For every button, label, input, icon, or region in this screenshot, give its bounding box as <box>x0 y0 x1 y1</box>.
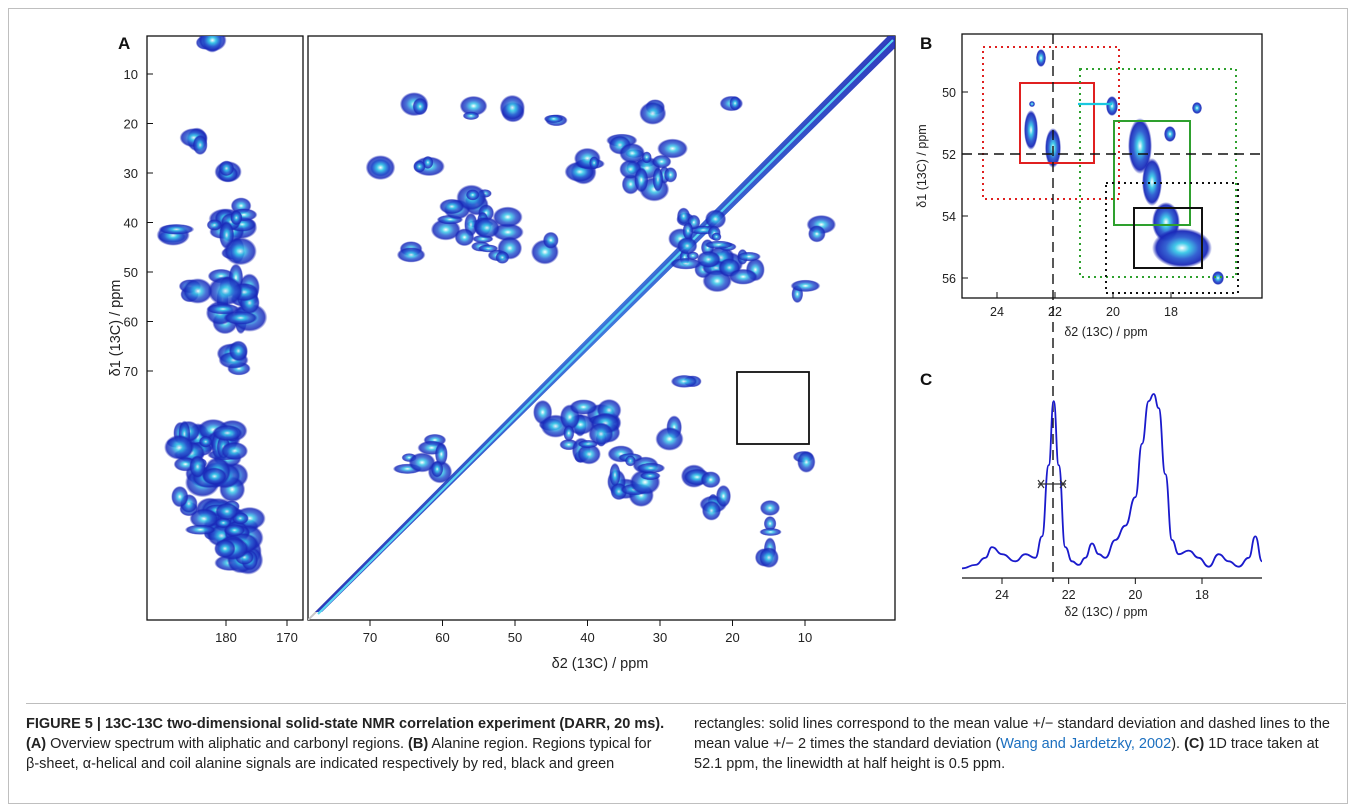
panel-c-x-axis-label: δ2 (13C) / ppm <box>1064 605 1147 619</box>
b-peak <box>1192 102 1202 114</box>
c-x-tick-label: 24 <box>995 588 1009 602</box>
b-peak <box>1164 126 1176 142</box>
carbonyl-x-tick-label: 170 <box>276 630 298 645</box>
aliphatic-x-tick-label: 60 <box>435 630 449 645</box>
linewidth-marker <box>1037 479 1067 489</box>
figure-caption-right: rectangles: solid lines correspond to th… <box>694 716 1330 772</box>
b-y-tick-label: 54 <box>942 210 956 224</box>
coil-1sd-box <box>1113 120 1191 226</box>
a-y-tick-label: 70 <box>124 364 138 379</box>
1d-trace-line <box>961 393 1263 570</box>
aliphatic-x-tick-label: 40 <box>580 630 594 645</box>
figure-caption-left: FIGURE 5 | 13C-13C two-dimensional solid… <box>26 714 666 774</box>
a-y-tick-label: 20 <box>124 117 138 132</box>
b-x-tick-label: 24 <box>990 305 1004 319</box>
beta-sheet-2sd-box <box>982 46 1120 200</box>
b-peak <box>1029 101 1035 107</box>
b-y-tick-label: 56 <box>942 272 956 286</box>
caption-after-citation: ). <box>1171 736 1181 752</box>
aliphatic-x-tick-label: 50 <box>508 630 522 645</box>
aliphatic-x-tick-label: 70 <box>363 630 377 645</box>
aliphatic-x-tick-label: 30 <box>653 630 667 645</box>
panel-a-label: A <box>118 34 131 53</box>
b-peak <box>1106 96 1118 116</box>
b-x-tick-label: 20 <box>1106 305 1120 319</box>
caption-label-c: (C) <box>1184 736 1205 752</box>
b-peak <box>1212 271 1224 285</box>
figure-frame <box>8 8 1348 804</box>
caption-label-b: (B) <box>408 736 429 752</box>
caption-text-b-cont: rectangles: solid lines correspond to th… <box>694 716 1330 752</box>
a-y-tick-label: 40 <box>124 216 138 231</box>
a-y-tick-label: 10 <box>124 67 138 82</box>
caption-label-a: (A) <box>26 736 47 752</box>
caption-citation-link[interactable]: Wang and Jardetzky, 2002 <box>1000 736 1172 752</box>
beta-sheet-1sd-box <box>1019 82 1095 164</box>
c-x-tick-label: 22 <box>1062 588 1076 602</box>
b-x-tick-label: 18 <box>1164 305 1178 319</box>
alanine-region-box <box>736 371 810 445</box>
b-y-tick-label: 52 <box>942 148 956 162</box>
panel-a-y-axis-label: δ1 (13C) / ppm <box>108 280 124 377</box>
panel-c-1d-trace: 24 22 20 18 δ2 (13C) / ppm <box>961 393 1263 619</box>
caption-text-b: Alanine region. Regions typical for β-sh… <box>26 736 652 772</box>
caption-text-c: 1D trace taken at 52.1 ppm, the linewidt… <box>694 736 1319 772</box>
alpha-helix-1sd-box <box>1133 207 1203 269</box>
a-y-tick-label: 30 <box>124 166 138 181</box>
c-x-tick-label: 18 <box>1195 588 1209 602</box>
alpha-helix-2sd-box <box>1105 182 1239 294</box>
caption-title: FIGURE 5 | 13C-13C two-dimensional solid… <box>26 716 665 732</box>
c-x-tick-label: 20 <box>1128 588 1142 602</box>
caption-text-a: Overview spectrum with aliphatic and car… <box>50 736 404 752</box>
b-peak <box>1142 158 1162 206</box>
a-y-tick-label: 50 <box>124 265 138 280</box>
coil-2sd-box <box>1079 68 1237 278</box>
carbonyl-x-tick-label: 180 <box>215 630 237 645</box>
caption-divider <box>26 703 1346 704</box>
panel-b-alanine-region: 50 52 54 56 24 22 20 18 δ1 (13C) / ppm δ2 (13C… <box>915 33 1263 339</box>
b-peak <box>1152 228 1212 268</box>
b-peak <box>1036 49 1046 67</box>
panel-b-x-axis-label: δ2 (13C) / ppm <box>1064 325 1147 339</box>
aliphatic-plot-frame <box>307 35 896 621</box>
b-y-tick-label: 50 <box>942 86 956 100</box>
aliphatic-x-tick-label: 10 <box>798 630 812 645</box>
panel-b-plot-frame <box>961 33 1263 299</box>
b-peak <box>1128 118 1152 174</box>
panel-b-y-axis-label: δ1 (13C) / ppm <box>915 124 929 207</box>
b-x-tick-label: 22 <box>1048 305 1062 319</box>
panel-a-x-axis-label: δ2 (13C) / ppm <box>552 656 649 672</box>
a-y-tick-label: 60 <box>124 315 138 330</box>
b-peak <box>1024 110 1038 150</box>
panel-c-label: C <box>920 370 933 389</box>
panel-b-label: B <box>920 34 933 53</box>
panel-a-spectrum: 10 20 30 40 50 60 70 180 170 70 60 50 40 30 20 10 δ1 … <box>108 35 896 672</box>
aliphatic-x-tick-label: 20 <box>725 630 739 645</box>
